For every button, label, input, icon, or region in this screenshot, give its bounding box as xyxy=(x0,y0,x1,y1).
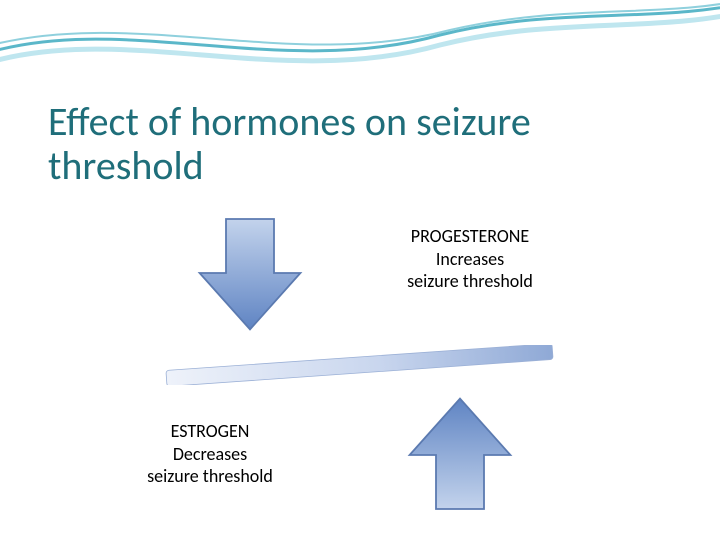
progesterone-label: PROGESTERONE Increases seizure threshold xyxy=(370,225,570,293)
slide-title: Effect of hormones on seizure threshold xyxy=(48,100,668,188)
estrogen-label: ESTROGEN Decreases seizure threshold xyxy=(120,420,300,488)
wave-decoration xyxy=(0,0,720,100)
progesterone-name: PROGESTERONE xyxy=(370,225,570,248)
estrogen-name: ESTROGEN xyxy=(120,420,300,443)
estrogen-effect-1: Decreases xyxy=(120,443,300,466)
progesterone-effect-2: seizure threshold xyxy=(370,270,570,293)
slide: Effect of hormones on seizure threshold … xyxy=(0,0,720,540)
estrogen-effect-2: seizure threshold xyxy=(120,465,300,488)
seesaw-bar xyxy=(162,345,557,385)
progesterone-effect-1: Increases xyxy=(370,248,570,271)
arrow-down-icon xyxy=(190,213,310,333)
arrow-up-icon xyxy=(400,395,520,515)
